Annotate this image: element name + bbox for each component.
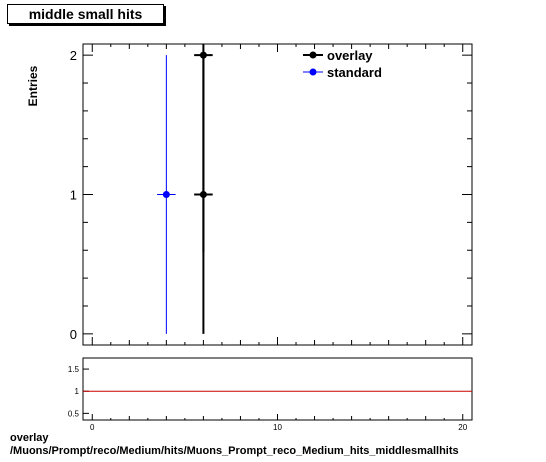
y-axis-label: Entries [26, 65, 40, 106]
ratio-frame [82, 357, 473, 421]
plot-frame [82, 43, 473, 346]
legend-label-standard: standard [327, 65, 382, 80]
legend-label-overlay: overlay [327, 48, 373, 63]
ratio-x-tick-label: 10 [273, 423, 282, 432]
legend-marker-standard [309, 68, 317, 76]
ratio-y-tick-label: 0.5 [68, 409, 80, 418]
y-tick-label: 1 [70, 188, 77, 203]
chart-title: middle small hits [28, 6, 143, 22]
overlay-point [199, 191, 207, 198]
ratio-x-tick-label: 0 [90, 423, 95, 432]
legend-marker-overlay [309, 51, 317, 59]
ratio-x-tick-label: 20 [458, 423, 467, 432]
y-tick-label: 2 [70, 48, 77, 63]
ratio-y-tick-label: 1.5 [68, 365, 80, 374]
ratio-y-tick-label: 1 [75, 387, 80, 396]
footer-line-2: /Muons/Prompt/reco/Medium/hits/Muons_Pro… [10, 445, 459, 457]
standard-point [162, 191, 170, 198]
footer-line-1: overlay [10, 432, 49, 444]
y-tick-label: 0 [70, 327, 77, 342]
chart-title-box: middle small hits [7, 4, 164, 24]
